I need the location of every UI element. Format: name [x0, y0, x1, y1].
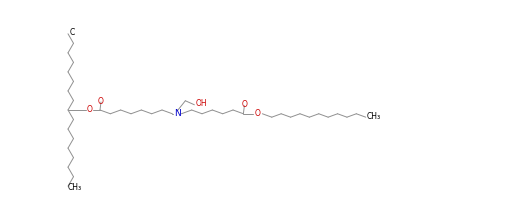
- Text: C: C: [69, 28, 75, 37]
- Text: O: O: [254, 109, 260, 118]
- Text: O: O: [242, 100, 247, 109]
- Text: CH₃: CH₃: [68, 183, 82, 192]
- Text: O: O: [87, 105, 93, 114]
- Text: N: N: [174, 109, 181, 118]
- Text: OH: OH: [196, 99, 207, 108]
- Text: CH₃: CH₃: [367, 112, 381, 121]
- Text: O: O: [98, 97, 104, 105]
